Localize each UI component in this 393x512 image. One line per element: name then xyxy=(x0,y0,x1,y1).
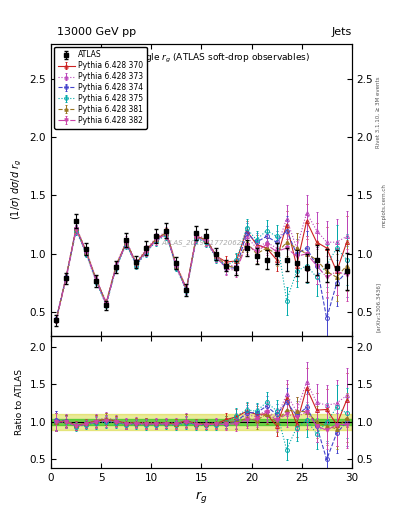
Bar xyxy=(51,414,352,430)
Text: ATLAS_2019_I1772062: ATLAS_2019_I1772062 xyxy=(161,239,242,246)
Text: [arXiv:1306.3436]: [arXiv:1306.3436] xyxy=(376,282,380,332)
Y-axis label: Ratio to ATLAS: Ratio to ATLAS xyxy=(15,369,24,435)
Text: Jets: Jets xyxy=(331,27,352,37)
Bar xyxy=(51,419,352,425)
X-axis label: $r_g$: $r_g$ xyxy=(195,489,208,505)
Y-axis label: $(1/\sigma)$ $d\sigma/d$ $r_g$: $(1/\sigma)$ $d\sigma/d$ $r_g$ xyxy=(10,159,24,220)
Legend: ATLAS, Pythia 6.428 370, Pythia 6.428 373, Pythia 6.428 374, Pythia 6.428 375, P: ATLAS, Pythia 6.428 370, Pythia 6.428 37… xyxy=(54,47,147,129)
Text: Rivet 3.1.10, ≥ 3M events: Rivet 3.1.10, ≥ 3M events xyxy=(376,77,380,148)
Text: 13000 GeV pp: 13000 GeV pp xyxy=(57,27,136,37)
Text: Opening angle $r_g$ (ATLAS soft-drop observables): Opening angle $r_g$ (ATLAS soft-drop obs… xyxy=(93,52,310,66)
Text: mcplots.cern.ch: mcplots.cern.ch xyxy=(382,183,387,227)
